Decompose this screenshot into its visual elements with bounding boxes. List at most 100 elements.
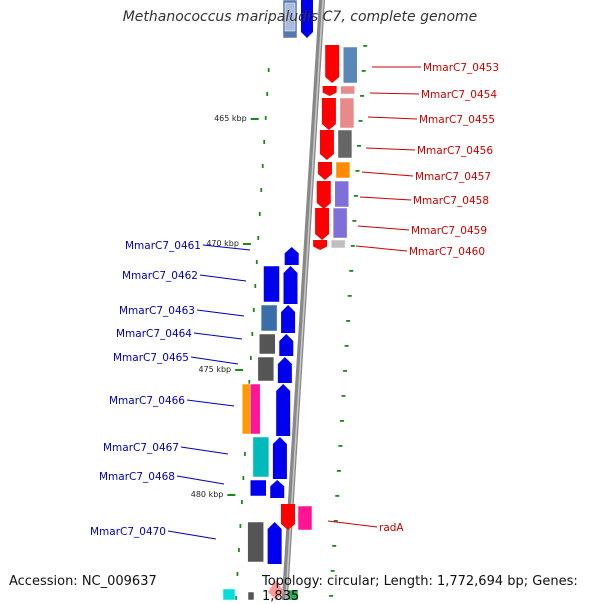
track-dash (358, 120, 363, 122)
gene-label-mmarc7_0457[interactable]: MmarC7_0457 (415, 171, 491, 183)
gene-arrow[interactable] (301, 0, 313, 38)
gene-leader-line (357, 225, 410, 231)
track-dash (255, 260, 258, 264)
gene-arrow[interactable] (281, 305, 296, 333)
gene-arrow[interactable] (317, 162, 332, 180)
gene-arrow[interactable] (283, 266, 298, 304)
domain-block (342, 46, 358, 84)
scale-label: 475 kbp (199, 365, 232, 374)
gene-arrow[interactable] (277, 357, 292, 383)
track-dash (241, 500, 243, 504)
track-dash (343, 370, 348, 372)
gene-label-mmarc7_0464[interactable]: MmarC7_0464 (116, 328, 192, 340)
track-dash (252, 308, 255, 312)
gene-leader-line (327, 520, 378, 528)
track-dash (261, 164, 264, 168)
track-dash (333, 520, 338, 522)
backbone-line (281, 0, 325, 601)
gene-label-mmarc7_0466[interactable]: MmarC7_0466 (109, 395, 185, 407)
domain-block (340, 85, 355, 95)
track-dash (257, 236, 260, 240)
track-dash (238, 548, 240, 552)
gene-arrow[interactable] (270, 480, 285, 498)
gene-leader-line (369, 92, 420, 95)
domain-block (259, 333, 276, 355)
gene-arrow[interactable] (321, 98, 336, 130)
track-dash (267, 68, 270, 72)
track-dash (329, 595, 334, 597)
track-dash (346, 320, 351, 322)
gene-label-mmarc7_0460[interactable]: MmarC7_0460 (409, 246, 485, 258)
track-dash (242, 476, 245, 480)
track-dash (239, 524, 242, 528)
track-dash (336, 470, 341, 472)
domain-block (252, 436, 270, 478)
gene-leader-line (367, 116, 418, 120)
gene-label-mmarc7_0467[interactable]: MmarC7_0467 (103, 442, 179, 454)
track-dash (349, 270, 354, 272)
gene-label-mmarc7_0458[interactable]: MmarC7_0458 (413, 195, 489, 207)
track-dash (263, 140, 266, 144)
track-dash (266, 92, 269, 96)
scale-label: 480 kbp (191, 490, 224, 499)
gene-label-rada[interactable]: radA (379, 522, 404, 534)
gene-leader-line (355, 245, 408, 252)
gene-leader-line (199, 274, 247, 282)
domain-block (337, 129, 353, 159)
track-dash (248, 380, 251, 384)
domain-block (241, 383, 251, 435)
gene-label-mmarc7_0465[interactable]: MmarC7_0465 (113, 352, 189, 364)
gene-arrow[interactable] (281, 504, 295, 530)
domain-block (260, 304, 278, 332)
track-dash (355, 170, 360, 172)
gene-label-mmarc7_0463[interactable]: MmarC7_0463 (119, 305, 195, 317)
gene-label-mmarc7_0462[interactable]: MmarC7_0462 (122, 270, 198, 282)
gene-label-mmarc7_0456[interactable]: MmarC7_0456 (417, 145, 493, 157)
gene-arrow[interactable] (325, 45, 340, 83)
track-dash (264, 116, 267, 120)
track-dash (332, 545, 337, 547)
domain-block (222, 588, 236, 601)
domain-block (330, 239, 346, 249)
gene-arrow[interactable] (276, 384, 291, 436)
gene-label-mmarc7_0461[interactable]: MmarC7_0461 (125, 240, 201, 252)
gene-arrow[interactable] (272, 437, 287, 479)
gene-arrow[interactable] (313, 240, 328, 250)
track-dash (350, 245, 355, 247)
domain-block (249, 383, 261, 435)
gene-leader-line (359, 196, 412, 201)
track-dash (249, 356, 252, 360)
track-dash (363, 45, 368, 47)
gene-arrow[interactable] (279, 334, 294, 356)
gene-leader-line (196, 309, 245, 317)
gene-arrow[interactable] (322, 86, 337, 96)
gene-label-mmarc7_0454[interactable]: MmarC7_0454 (421, 89, 497, 101)
track-dash (235, 596, 237, 600)
track-dash (251, 332, 254, 336)
gene-arrow[interactable] (284, 247, 299, 265)
gene-arrow[interactable] (316, 181, 331, 209)
track-dash (361, 70, 366, 72)
track-dash (254, 284, 257, 288)
gene-arrow[interactable] (319, 130, 334, 160)
gene-arrow[interactable] (267, 522, 282, 564)
gene-leader-line (176, 475, 225, 485)
gene-leader-line (167, 530, 217, 540)
track-dash (357, 145, 362, 147)
track-dash (339, 420, 344, 422)
gene-label-mmarc7_0459[interactable]: MmarC7_0459 (411, 225, 487, 237)
domain-block (247, 591, 255, 601)
track-dash (330, 570, 335, 572)
scale-label: 465 kbp (214, 114, 247, 123)
domain-block (247, 521, 264, 563)
gene-arrow[interactable] (315, 208, 330, 240)
backbone-highlight (285, 0, 324, 601)
domain-block (339, 97, 355, 129)
gene-label-mmarc7_0468[interactable]: MmarC7_0468 (99, 471, 175, 483)
gene-label-mmarc7_0453[interactable]: MmarC7_0453 (423, 62, 499, 74)
gene-label-mmarc7_0470[interactable]: MmarC7_0470 (90, 526, 166, 538)
gene-label-mmarc7_0455[interactable]: MmarC7_0455 (419, 114, 495, 126)
track-dash (352, 220, 357, 222)
